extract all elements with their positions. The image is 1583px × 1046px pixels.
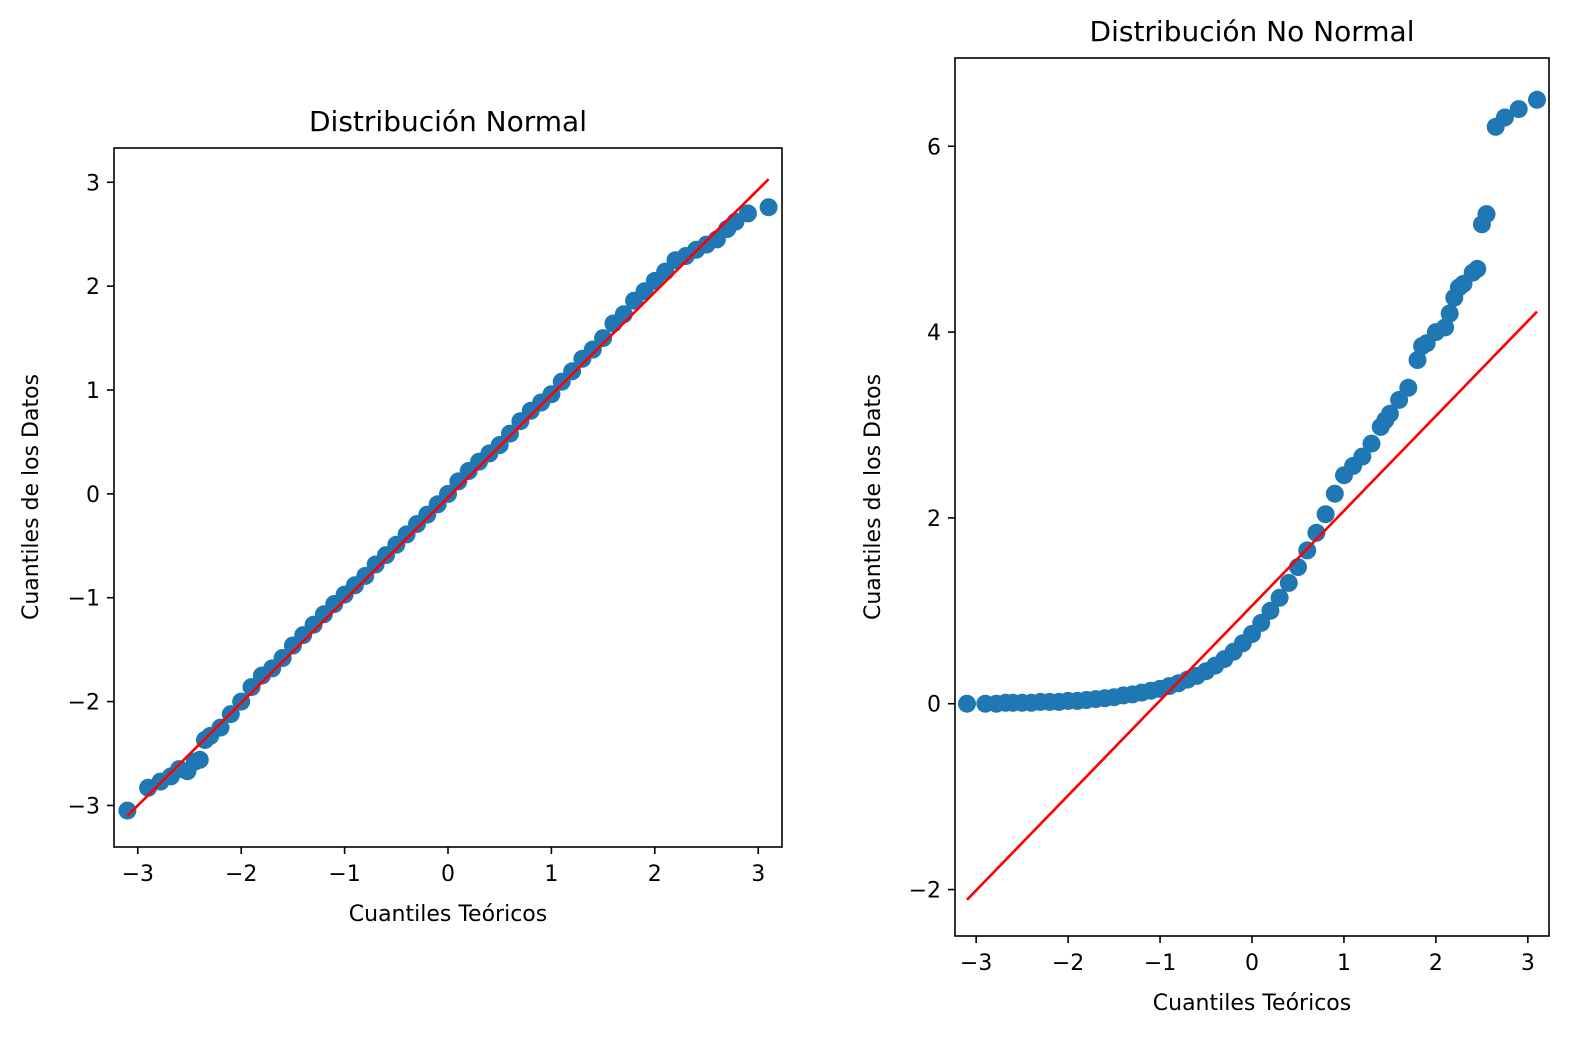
normal-data-point [273, 649, 292, 667]
non-normal-data-point [1307, 523, 1326, 542]
non-normal-y-tick-label: −2 [909, 879, 941, 904]
non-normal-chart-title: Distribución No Normal [1090, 15, 1415, 48]
normal-data-point [211, 718, 230, 737]
normal-x-tick-label: 3 [751, 862, 765, 887]
non-normal-data-point [1353, 447, 1372, 466]
non-normal-x-tick-label: 1 [1337, 951, 1351, 976]
non-normal-y-tick-label: 6 [927, 135, 941, 160]
normal-x-tick-label: 1 [544, 862, 558, 887]
normal-y-tick-label: 2 [86, 275, 100, 300]
normal-y-tick-label: 3 [86, 171, 100, 196]
normal-x-tick-label: −3 [122, 862, 154, 887]
non-normal-data-point [1289, 558, 1307, 577]
non-normal-x-tick-label: 2 [1429, 951, 1443, 976]
non-normal-y-axis-label: Cuantiles de los Datos [861, 374, 886, 620]
non-normal-data-point [1261, 601, 1280, 620]
normal-data-point [738, 204, 757, 223]
non-normal-y-tick-label: 4 [927, 321, 941, 346]
normal-plot-area [118, 178, 778, 820]
non-normal-plot-area [958, 90, 1546, 901]
normal-ticks: −3 −2 −1 0 1 2 3 −3 −2 −1 0 1 2 3 [68, 171, 766, 887]
normal-chart-title: Distribución Normal [309, 105, 587, 138]
qq-plot-normal: −3 −2 −1 0 1 2 3 −3 −2 −1 0 1 2 3 Distribución Normal… [19, 105, 783, 927]
non-normal-data-point [1509, 100, 1528, 119]
non-normal-y-tick-label: 0 [927, 693, 941, 718]
non-normal-data-point [1468, 259, 1487, 278]
normal-data-point [594, 329, 613, 348]
normal-data-point [242, 678, 261, 697]
non-normal-reference-line [966, 310, 1538, 901]
normal-y-tick-label: −2 [68, 691, 100, 716]
non-normal-x-tick-label: −2 [1052, 951, 1084, 976]
non-normal-data-point [1325, 484, 1344, 503]
non-normal-data-point [1399, 378, 1418, 397]
non-normal-data-point [1270, 588, 1289, 607]
normal-y-tick-label: −3 [68, 794, 100, 819]
normal-data-point [583, 340, 602, 359]
normal-x-axis-label: Cuantiles Teóricos [349, 902, 547, 927]
normal-y-tick-label: −1 [68, 587, 100, 612]
normal-y-tick-label: 1 [86, 379, 100, 404]
normal-y-tick-label: 0 [86, 483, 100, 508]
normal-x-tick-label: −2 [225, 862, 257, 887]
non-normal-x-tick-label: −1 [1144, 951, 1176, 976]
non-normal-data-point [1408, 351, 1427, 369]
non-normal-data-point [1279, 573, 1298, 592]
normal-data-point [759, 198, 778, 217]
normal-data-point [439, 484, 457, 503]
non-normal-data-point [1495, 108, 1514, 127]
non-normal-x-tick-label: −3 [960, 951, 992, 976]
normal-data-point [356, 566, 375, 585]
non-normal-data-point [1362, 434, 1381, 453]
normal-data-point [563, 362, 582, 381]
non-normal-y-tick-label: 2 [927, 507, 941, 532]
normal-reference-line [126, 178, 770, 817]
non-normal-data-point [1316, 505, 1335, 524]
non-normal-data-point [958, 694, 976, 713]
non-normal-ticks: −3 −2 −1 0 1 2 3 −2 0 2 4 6 [909, 135, 1535, 976]
normal-data-point [501, 424, 519, 443]
normal-data-point [118, 801, 137, 820]
non-normal-data-point [1528, 90, 1546, 109]
non-normal-x-tick-label: 3 [1521, 951, 1535, 976]
normal-data-point [190, 750, 209, 769]
normal-x-tick-label: 0 [441, 862, 455, 887]
normal-x-tick-label: 2 [648, 862, 662, 887]
non-normal-data-point [1440, 304, 1459, 323]
non-normal-data-point [1436, 318, 1455, 337]
non-normal-data-point [1380, 404, 1399, 423]
normal-y-axis-label: Cuantiles de los Datos [19, 374, 44, 620]
normal-x-tick-label: −1 [328, 862, 360, 887]
non-normal-x-axis-label: Cuantiles Teóricos [1153, 991, 1351, 1016]
non-normal-x-tick-label: 0 [1245, 951, 1259, 976]
non-normal-data-point [1477, 205, 1496, 224]
